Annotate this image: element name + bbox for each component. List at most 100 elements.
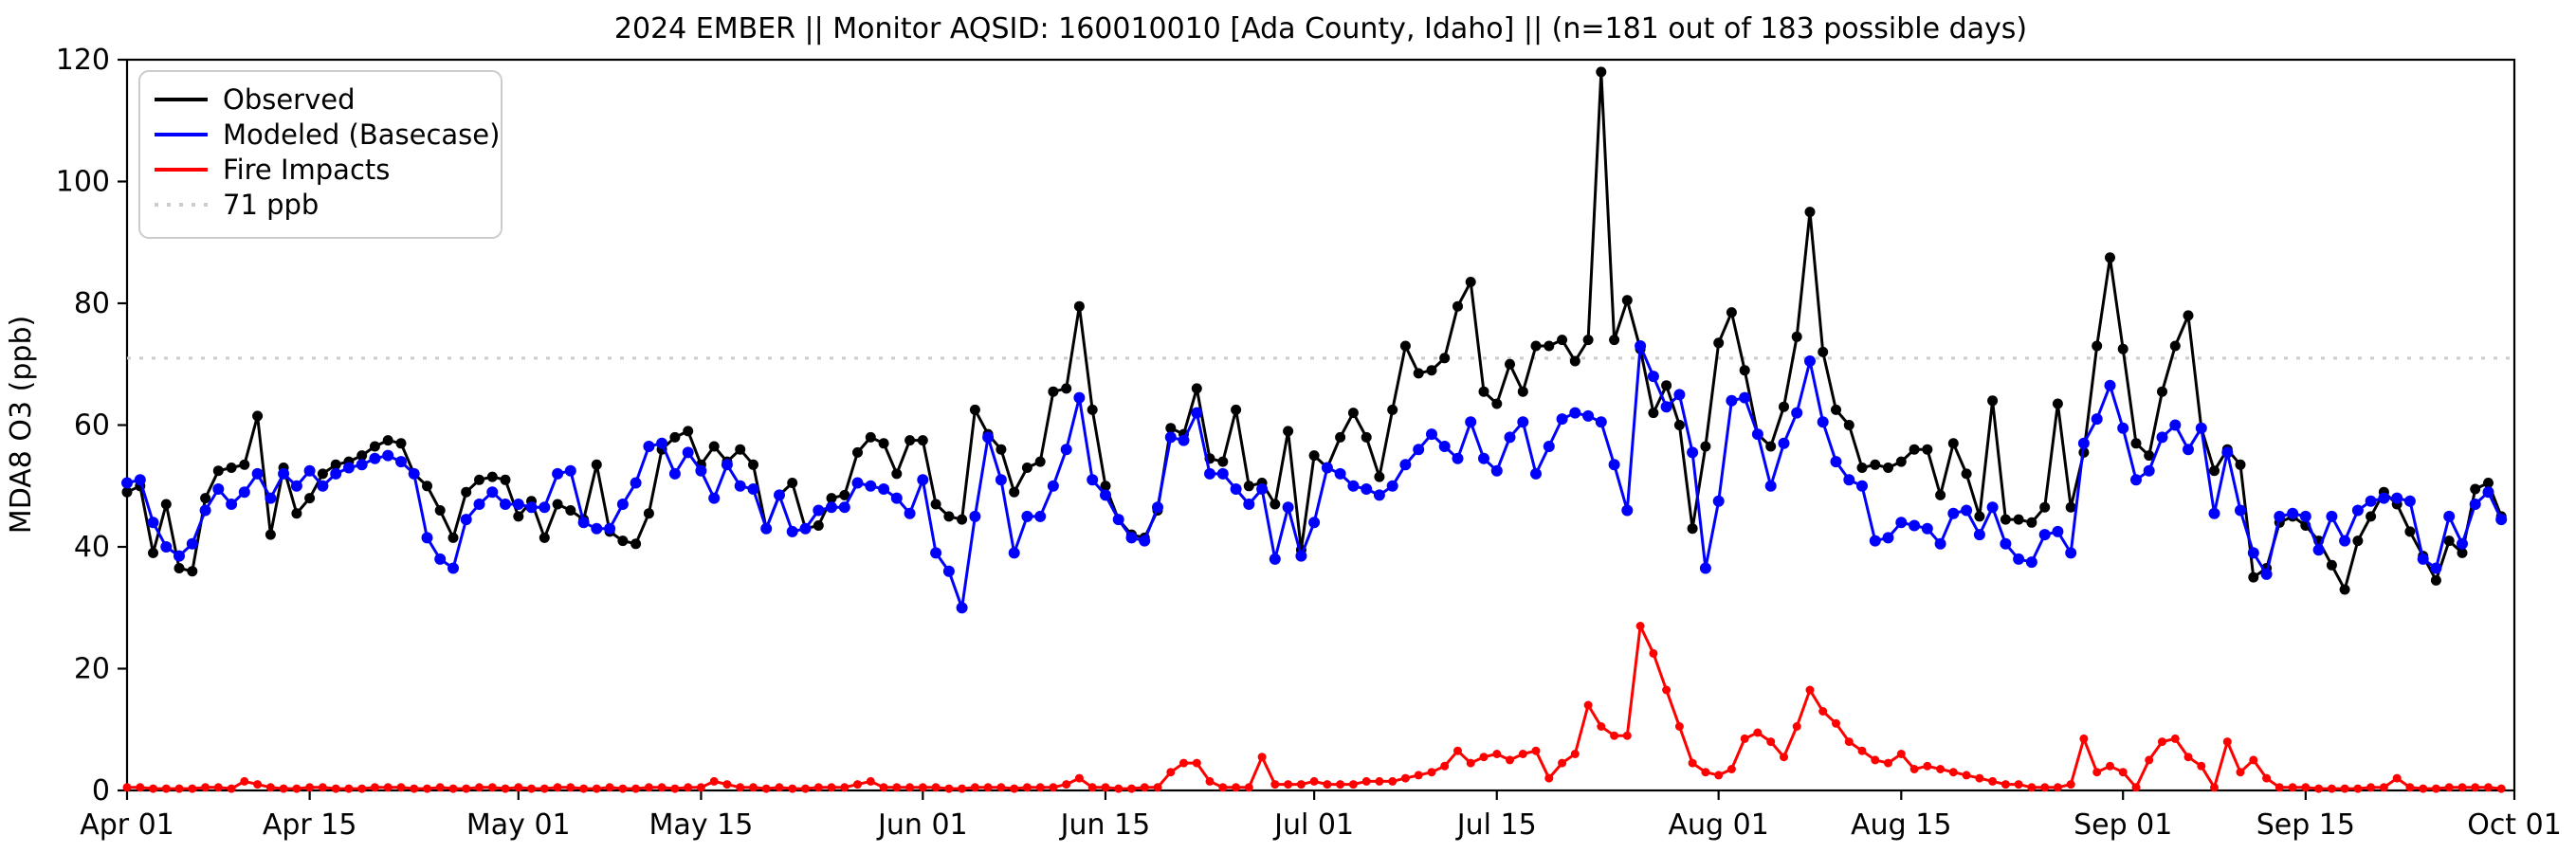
data-point	[957, 514, 968, 525]
data-point	[2469, 499, 2481, 510]
data-point	[1961, 468, 1972, 480]
data-point	[1831, 404, 1841, 415]
data-point	[2288, 783, 2297, 792]
data-point	[2327, 784, 2336, 793]
data-point	[186, 537, 198, 550]
data-point	[799, 522, 812, 535]
data-point	[423, 784, 431, 793]
data-point	[1621, 504, 1634, 517]
data-point	[579, 784, 589, 793]
data-point	[2274, 510, 2286, 522]
data-point	[2208, 507, 2220, 519]
data-point	[827, 783, 836, 792]
data-point	[2026, 517, 2037, 528]
data-point	[721, 459, 733, 471]
data-point	[1479, 753, 1489, 762]
data-point	[564, 464, 576, 477]
data-point	[1269, 553, 1281, 565]
data-point	[1427, 768, 1436, 777]
data-point	[1687, 523, 1698, 535]
data-point	[2158, 737, 2166, 747]
data-point	[525, 501, 538, 514]
data-point	[2079, 734, 2089, 743]
data-point	[1361, 776, 1371, 786]
data-point	[1726, 394, 1738, 407]
data-point	[1660, 401, 1672, 413]
data-point	[2444, 783, 2454, 792]
data-point	[238, 486, 250, 499]
data-point	[1569, 355, 1580, 367]
data-point	[1490, 464, 1503, 477]
data-point	[318, 783, 327, 792]
data-point	[2262, 773, 2272, 783]
data-point	[2392, 773, 2402, 783]
data-point	[2260, 568, 2273, 580]
data-point	[410, 784, 419, 793]
data-point	[383, 783, 393, 792]
data-point	[786, 525, 798, 537]
data-point	[1583, 700, 1593, 710]
data-point	[2210, 783, 2219, 792]
data-point	[422, 481, 432, 492]
legend-label: 71 ppb	[223, 189, 319, 221]
data-point	[1895, 456, 1907, 467]
data-point	[344, 784, 354, 793]
data-point	[161, 784, 171, 793]
data-point	[2170, 734, 2180, 743]
data-point	[1438, 441, 1451, 452]
data-point	[1426, 365, 1437, 376]
data-point	[1791, 331, 1802, 342]
data-point	[2183, 310, 2194, 321]
data-point	[1399, 459, 1412, 471]
data-point	[709, 776, 719, 786]
data-point	[2013, 514, 2024, 525]
data-point	[2365, 495, 2377, 507]
data-point	[1034, 456, 1046, 467]
data-point	[2352, 535, 2364, 547]
data-point	[577, 517, 590, 529]
data-point	[592, 784, 601, 793]
data-point	[1884, 758, 1892, 768]
data-point	[2417, 553, 2429, 565]
data-point	[1232, 783, 1241, 792]
data-point	[1478, 386, 1489, 397]
data-point	[2105, 252, 2115, 263]
data-point	[565, 505, 576, 516]
data-point	[1582, 409, 1595, 422]
data-point	[331, 784, 340, 793]
data-point	[2403, 495, 2416, 507]
data-point	[1947, 438, 1959, 449]
data-point	[291, 508, 302, 519]
data-point	[1452, 452, 1464, 464]
data-point	[1595, 416, 1607, 428]
data-point	[2366, 511, 2377, 522]
data-point	[1883, 463, 1893, 473]
data-point	[330, 467, 342, 480]
data-point	[2013, 553, 2025, 565]
data-point	[918, 783, 927, 792]
data-point	[1544, 773, 1554, 783]
data-point	[931, 783, 941, 792]
data-point	[1191, 383, 1202, 394]
data-point	[240, 776, 249, 786]
data-point	[618, 784, 628, 793]
data-point	[1648, 408, 1659, 419]
data-point	[970, 783, 979, 792]
data-point	[2495, 514, 2508, 526]
data-point	[1699, 562, 1711, 574]
data-point	[187, 566, 198, 577]
data-point	[2169, 419, 2182, 431]
data-point	[1035, 783, 1045, 792]
data-point	[878, 483, 890, 495]
data-point	[1726, 307, 1737, 318]
series-fire-impacts	[122, 622, 2506, 793]
data-point	[1335, 431, 1346, 443]
data-point	[2065, 501, 2076, 513]
data-point	[448, 562, 459, 574]
data-point	[969, 510, 981, 522]
data-point	[644, 783, 653, 792]
data-point	[279, 784, 288, 793]
data-point	[1284, 780, 1293, 789]
data-point	[1047, 480, 1059, 492]
